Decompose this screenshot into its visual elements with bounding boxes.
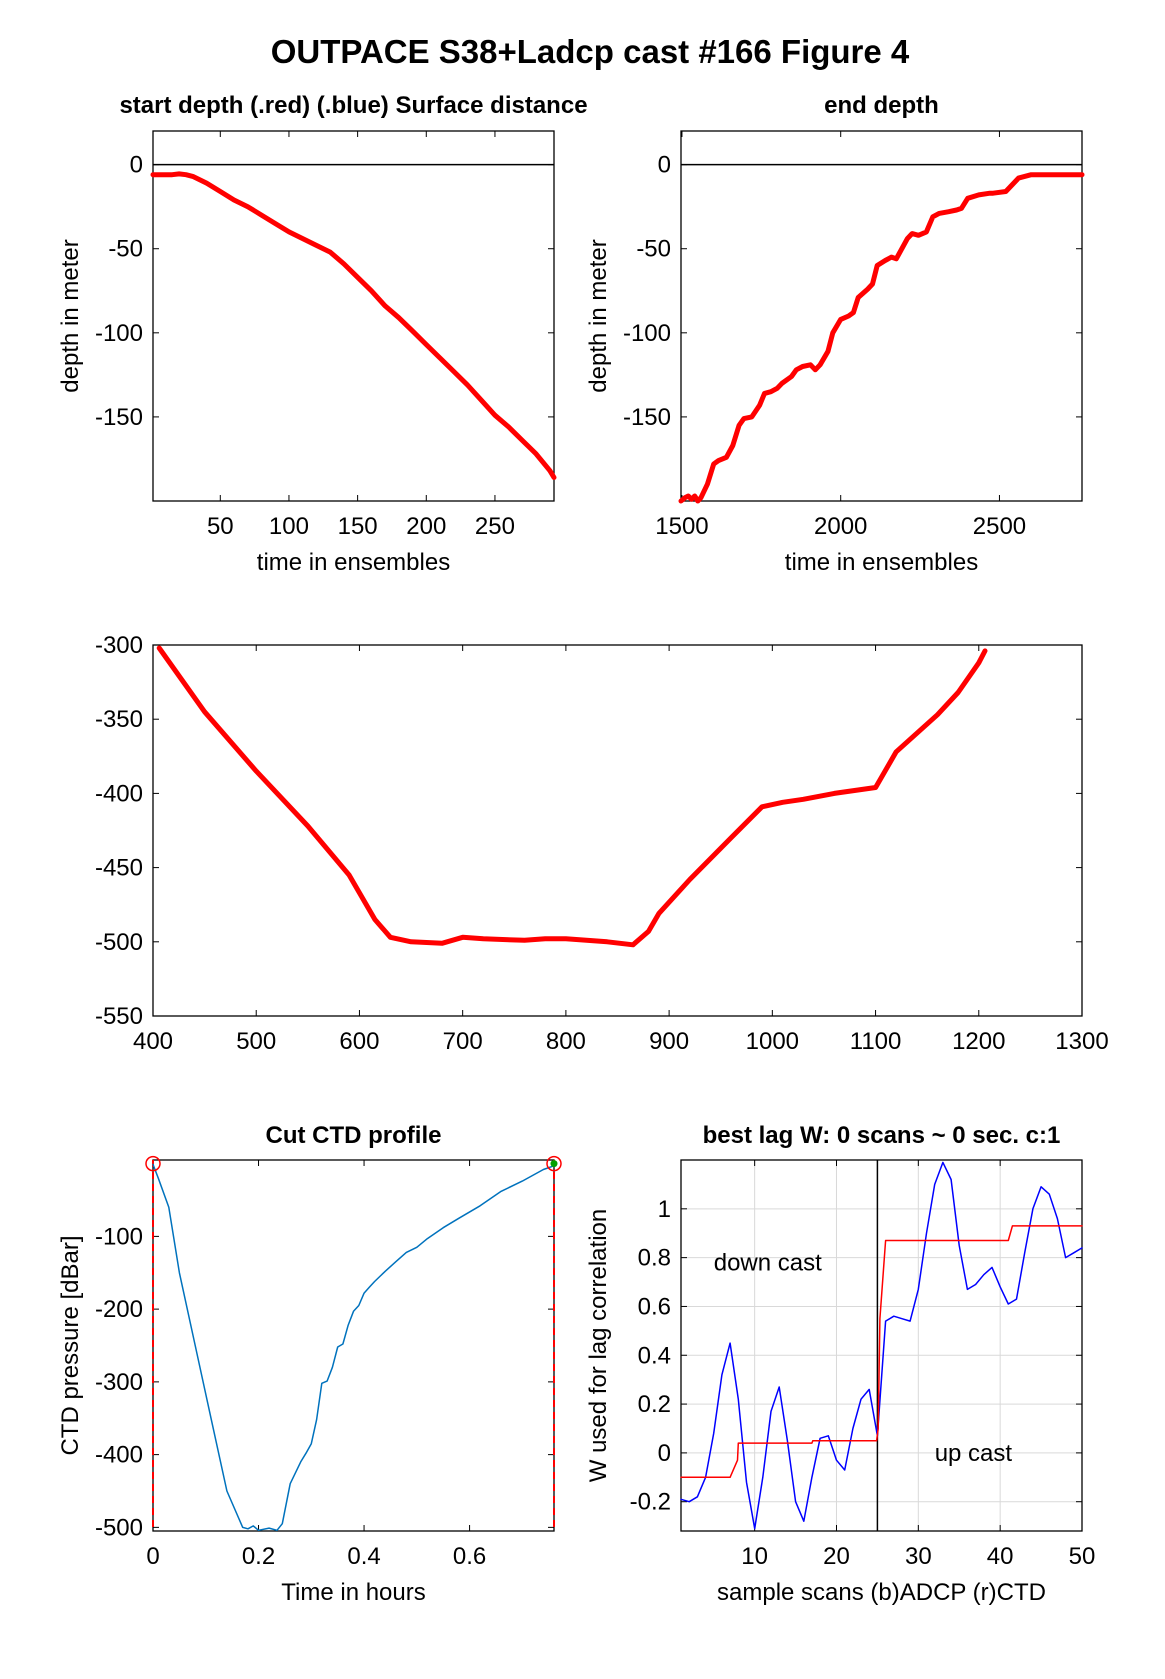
plot-area-box [152,644,1083,1017]
x-axis-label: Time in hours [281,1579,426,1606]
cut-end-dot [550,1160,558,1168]
x-tick-label: 0.4 [347,1543,380,1570]
chart-end-depth: 1500 2000 2500 0 -50 -100 -150 end depth time in… [585,92,1085,576]
plot-area-box [152,1159,555,1532]
x-tick-label: 2500 [973,513,1026,540]
y-axis-label: CTD pressure [dBar] [57,1235,84,1455]
x-tick-label: 1500 [655,513,708,540]
x-tick-label: 1100 [850,1028,902,1055]
x-tick-label: 250 [475,513,515,540]
figure-title: OUTPACE S38+Ladcp cast #166 Figure 4 [271,33,910,70]
y-tick-label: 0 [658,1440,671,1467]
chart-title: Cut CTD profile [266,1122,442,1149]
y-axis-label: depth in meter [57,239,84,392]
annotation-label: up cast [935,1440,1013,1467]
y-tick-label: -100 [623,320,671,347]
y-tick-label: -300 [95,632,143,659]
y-tick-label: 0.4 [638,1342,671,1369]
y-tick-label: -50 [636,236,671,263]
y-tick-label: -150 [623,404,671,431]
chart-cut-ctd-profile: 0 0.2 0.4 0.6 -100 -200 -300 -400 -500 Cut CTD pr… [57,1122,562,1606]
x-axis-label: sample scans (b)ADCP (r)CTD [717,1579,1046,1606]
y-tick-label: 1 [658,1196,671,1223]
y-tick-label: -500 [95,929,143,956]
y-tick-label: -500 [95,1514,143,1541]
x-tick-label: 1000 [746,1028,799,1055]
x-tick-label: 50 [207,513,234,540]
series-line-blue [680,1161,1083,1530]
chart-title: start depth (.red) (.blue) Surface dista… [119,92,587,119]
x-tick-label: 0.6 [453,1543,486,1570]
y-tick-label: 0.2 [638,1391,671,1418]
y-axis-label: depth in meter [585,239,612,392]
y-tick-label: -300 [95,1369,143,1396]
x-axis-label: time in ensembles [257,549,450,576]
y-tick-label: -100 [95,320,143,347]
x-tick-label: 40 [987,1543,1014,1570]
series-line-red [150,171,557,480]
y-tick-label: -50 [108,236,143,263]
x-tick-label: 900 [649,1028,689,1055]
y-tick-label: 0 [130,152,143,179]
x-axis-label: time in ensembles [785,549,978,576]
x-tick-label: 1200 [952,1028,1005,1055]
x-tick-label: 400 [133,1028,173,1055]
x-tick-label: 2000 [814,513,867,540]
y-tick-label: -200 [95,1296,143,1323]
chart-title: best lag W: 0 scans ~ 0 sec. c:1 [703,1122,1061,1149]
plot-area-box [680,130,1083,502]
x-tick-label: 0 [146,1543,159,1570]
x-tick-label: 30 [905,1543,932,1570]
y-tick-label: -550 [95,1003,143,1030]
y-tick-label: -150 [95,404,143,431]
series-line-ctd [152,1163,555,1532]
y-tick-label: -0.2 [630,1489,671,1516]
x-tick-label: 10 [741,1543,768,1570]
x-tick-label: 100 [269,513,309,540]
x-tick-label: 600 [339,1028,379,1055]
x-tick-label: 500 [236,1028,276,1055]
series-line-red [156,645,988,948]
cut-end-marker [546,1155,562,1172]
y-tick-label: -450 [95,855,143,882]
y-tick-label: 0.6 [638,1293,671,1320]
x-tick-label: 50 [1069,1543,1096,1570]
annotation-label: down cast [714,1250,822,1277]
x-tick-label: 700 [443,1028,483,1055]
series-line-red [680,1225,1083,1479]
chart-start-depth: 50 100 150 200 250 0 -50 -100 -150 start depth (.… [57,92,588,576]
x-tick-label: 0.2 [242,1543,275,1570]
y-tick-label: -350 [95,706,143,733]
x-tick-label: 1300 [1055,1028,1108,1055]
plot-area-box [680,1159,1083,1532]
x-tick-label: 200 [406,513,446,540]
chart-bottom-segment: 400 500 600 700 800 900 1000 1100 1200 1300 -300 -3… [95,632,1109,1055]
x-tick-label: 150 [338,513,378,540]
x-tick-label: 800 [546,1028,586,1055]
y-tick-label: -400 [95,780,143,807]
x-tick-label: 20 [823,1543,850,1570]
chart-best-lag: 10 20 30 40 50 -0.2 0 0.2 0.4 0.6 0.8 1 down cast up … [585,1122,1095,1606]
y-tick-label: 0.8 [638,1245,671,1272]
cut-start-marker [145,1155,161,1172]
series-line-red [678,172,1085,504]
y-tick-label: -100 [95,1223,143,1250]
y-tick-label: -400 [95,1442,143,1469]
plot-area-box [152,130,555,502]
chart-title: end depth [824,92,939,119]
y-tick-label: 0 [658,152,671,179]
y-axis-label: W used for lag correlation [585,1209,612,1482]
